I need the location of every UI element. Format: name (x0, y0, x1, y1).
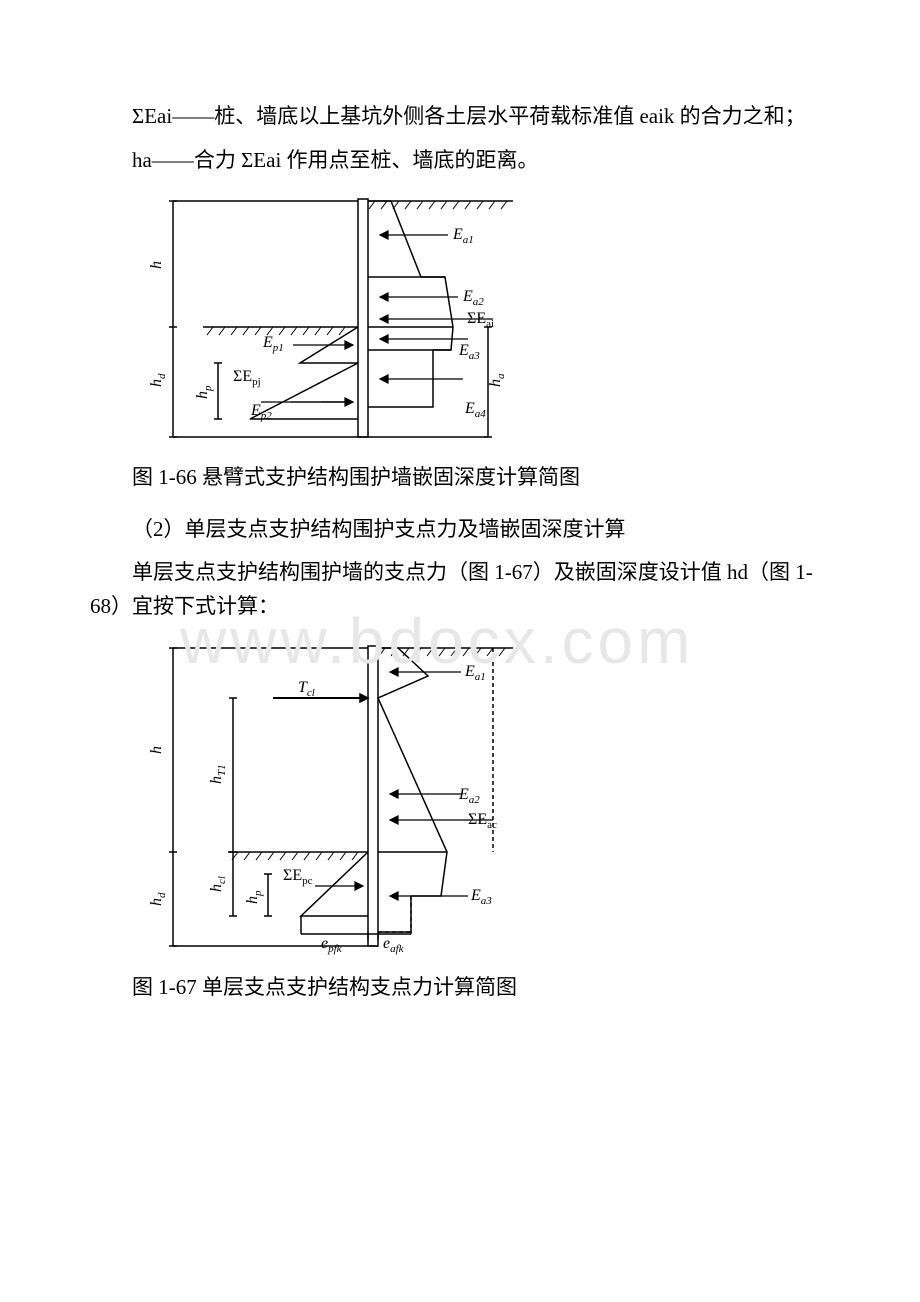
figure-1-67-caption: 图 1-67 单层支点支护结构支点力计算简图 (90, 971, 830, 1005)
paragraph-1: ΣEai——桩、墙底以上基坑外侧各土层水平荷载标准值 eaik 的合力之和； (90, 100, 830, 134)
svg-text:Tcl: Tcl (298, 679, 315, 699)
svg-text:hd: hd (148, 892, 168, 906)
svg-text:hT1: hT1 (208, 764, 228, 784)
paragraph-3: （2）单层支点支护结构围护支点力及墙嵌固深度计算 (90, 513, 830, 547)
figure-1-67: Ea1 Ea2 ΣEac Ea3 ΣEpc Tcl h hd hT1 hcl h… (90, 634, 830, 959)
svg-text:h: h (148, 261, 165, 269)
svg-text:Ep1: Ep1 (262, 334, 284, 354)
svg-text:ha: ha (487, 373, 507, 387)
figure-1-66-caption: 图 1-66 悬臂式支护结构围护墙嵌固深度计算简图 (90, 461, 830, 495)
svg-text:epfk: epfk (321, 935, 343, 955)
svg-text:ΣEpj: ΣEpj (233, 368, 261, 388)
svg-text:Ea3: Ea3 (458, 342, 480, 362)
svg-text:hp: hp (244, 890, 264, 904)
svg-text:Ea3: Ea3 (470, 887, 492, 907)
svg-text:ΣEai: ΣEai (467, 310, 494, 330)
svg-text:ΣEac: ΣEac (468, 811, 497, 831)
svg-text:Ea2: Ea2 (462, 288, 484, 308)
svg-text:hcl: hcl (208, 876, 228, 892)
svg-text:ΣEpc: ΣEpc (283, 867, 313, 887)
svg-text:Ea1: Ea1 (464, 663, 486, 683)
paragraph-2: ha——合力 ΣEai 作用点至桩、墙底的距离。 (90, 144, 830, 178)
svg-text:Ea4: Ea4 (464, 400, 486, 420)
svg-text:Ea2: Ea2 (458, 786, 480, 806)
svg-text:hp: hp (194, 385, 214, 399)
paragraph-4: 单层支点支护结构围护墙的支点力（图 1-67）及嵌固深度设计值 hd（图 1-6… (90, 556, 830, 623)
svg-text:Ea1: Ea1 (452, 226, 474, 246)
svg-text:hd: hd (148, 373, 168, 387)
svg-text:h: h (148, 746, 165, 754)
svg-text:eafk: eafk (383, 935, 405, 955)
figure-1-66: Ea1 Ea2 Ea3 Ea4 ΣEai Ep1 Ep2 ΣEpj h hd h… (90, 187, 830, 449)
